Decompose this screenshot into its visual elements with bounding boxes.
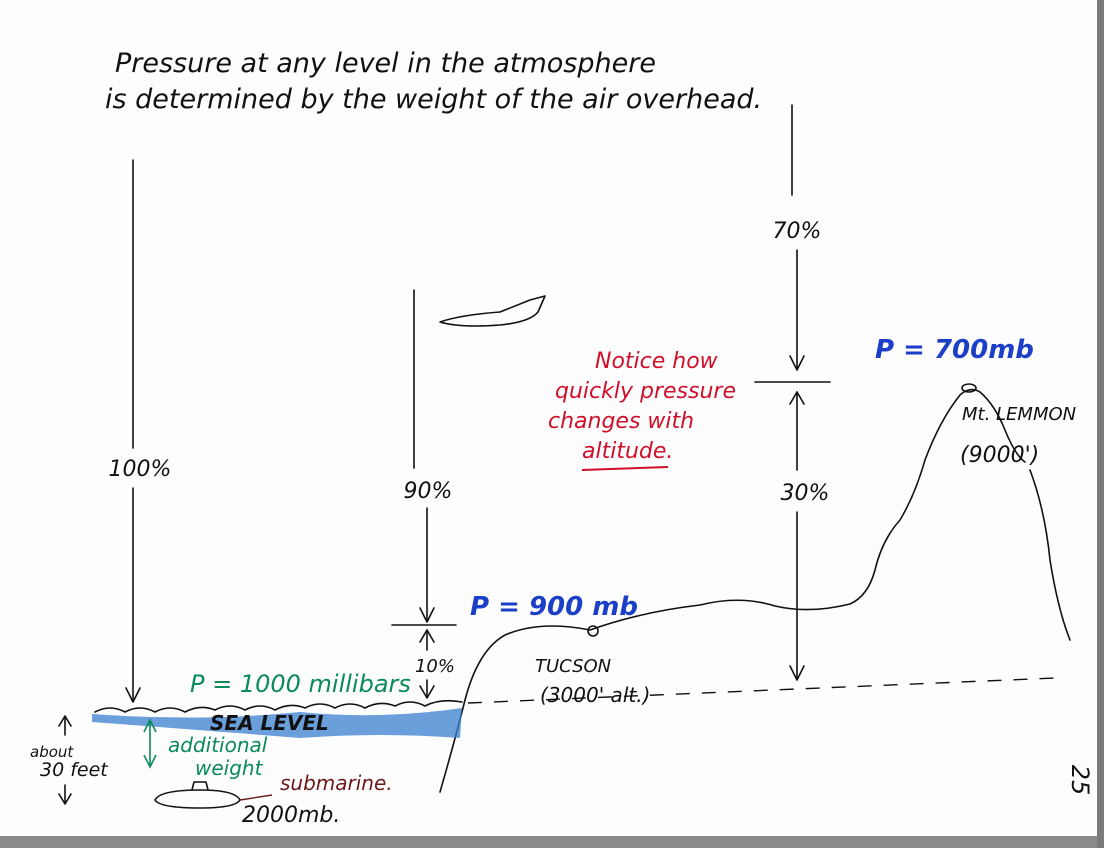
note-line: quickly pressure: [555, 379, 736, 404]
note-line: altitude.: [582, 439, 673, 464]
title-line: is determined by the weight of the air o…: [105, 84, 762, 115]
percent-label: 70%: [773, 219, 822, 244]
note-line: changes with: [548, 409, 694, 434]
tucson-marker: [587, 625, 599, 637]
percent-label: 10%: [415, 656, 455, 677]
place-label: SEA LEVEL: [210, 711, 329, 735]
pressure-label: 2000mb.: [242, 803, 340, 828]
scan-edge-right: [1097, 0, 1104, 848]
percent-label: 30%: [781, 481, 830, 506]
arrow-100: [125, 159, 141, 703]
depth-label: about: [30, 743, 74, 761]
pressure-label: P = 700mb: [875, 335, 1034, 365]
terrain: [439, 388, 1026, 793]
arrow-90: [391, 289, 457, 699]
pressure-label: P = 900 mb: [470, 592, 638, 622]
sea-surface: [94, 699, 463, 713]
place-label: (9000'): [960, 443, 1039, 468]
depth-label: additional: [168, 733, 268, 757]
underline: [581, 466, 669, 471]
terrain-ridge: [1029, 469, 1071, 641]
lemmon-marker: [961, 383, 977, 393]
depth-label: weight: [195, 756, 264, 780]
page-number: 25: [1066, 765, 1094, 796]
place-label: (3000' alt.): [540, 683, 650, 707]
depth-label: 30 feet: [40, 759, 109, 781]
sea-level-dashed: [467, 677, 1056, 704]
depth-arrows: [58, 715, 72, 805]
sea: [92, 708, 462, 738]
submarine-label: submarine.: [280, 771, 393, 795]
airplane: [439, 295, 546, 327]
pressure-label: P = 1000 millibars: [190, 670, 411, 698]
note-line: Notice how: [595, 349, 719, 374]
scan-edge-bottom: [0, 836, 1104, 848]
percent-label: 90%: [404, 479, 453, 504]
place-label: Mt. LEMMON: [962, 404, 1076, 425]
additional-weight-arrow: [143, 718, 157, 769]
title-line: Pressure at any level in the atmosphere: [115, 48, 656, 79]
arrow-70: [754, 104, 831, 681]
percent-label: 100%: [109, 457, 172, 482]
submarine-pointer: [239, 794, 273, 801]
place-label: TUCSON: [535, 656, 611, 677]
